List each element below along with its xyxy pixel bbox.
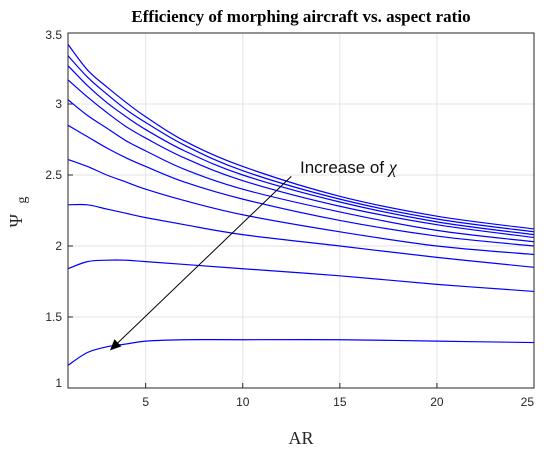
axis-ticks: 5 10 15 20 25 1 1.5 2 2.5 3 3.5	[45, 28, 535, 409]
svg-text:Ψ g: Ψ g	[6, 197, 30, 228]
x-tick-label: 10	[236, 395, 250, 409]
y-tick-label: 1.5	[45, 310, 62, 324]
y-tick-label: 3	[55, 97, 62, 111]
series-line-4	[67, 158, 535, 256]
y-axis-label: Ψ g	[6, 197, 30, 228]
plot-background	[68, 33, 534, 388]
annotation-arrow	[109, 176, 292, 351]
series-line-5	[67, 124, 535, 247]
y-tick-label: 3.5	[45, 28, 62, 42]
series-line-10	[67, 43, 535, 230]
series-line-7	[67, 79, 535, 239]
chart-title: Efficiency of morphing aircraft vs. aspe…	[131, 7, 470, 26]
series-line-6	[67, 99, 535, 243]
series-line-8	[67, 65, 535, 236]
x-axis-label: AR	[288, 428, 313, 448]
annotation-text: Increase of	[300, 158, 389, 177]
y-axis-label-main: Ψ	[6, 213, 26, 227]
series-line-2	[67, 259, 535, 293]
series-line-9	[67, 55, 535, 233]
x-tick-label: 15	[333, 395, 347, 409]
plot-frame	[67, 32, 535, 389]
y-tick-label: 2.5	[45, 168, 62, 182]
y-tick-label: 1	[55, 376, 62, 390]
x-tick-label: 25	[521, 395, 535, 409]
y-axis-label-subscript: g	[15, 197, 30, 204]
data-series-group	[67, 43, 535, 366]
x-tick-label: 5	[142, 395, 149, 409]
annotation-symbol: χ	[387, 157, 398, 177]
series-line-1	[67, 339, 535, 366]
series-line-3	[67, 203, 535, 268]
annotation-label: Increase of χ	[300, 157, 398, 177]
x-tick-label: 20	[430, 395, 444, 409]
y-tick-label: 2	[55, 239, 62, 253]
